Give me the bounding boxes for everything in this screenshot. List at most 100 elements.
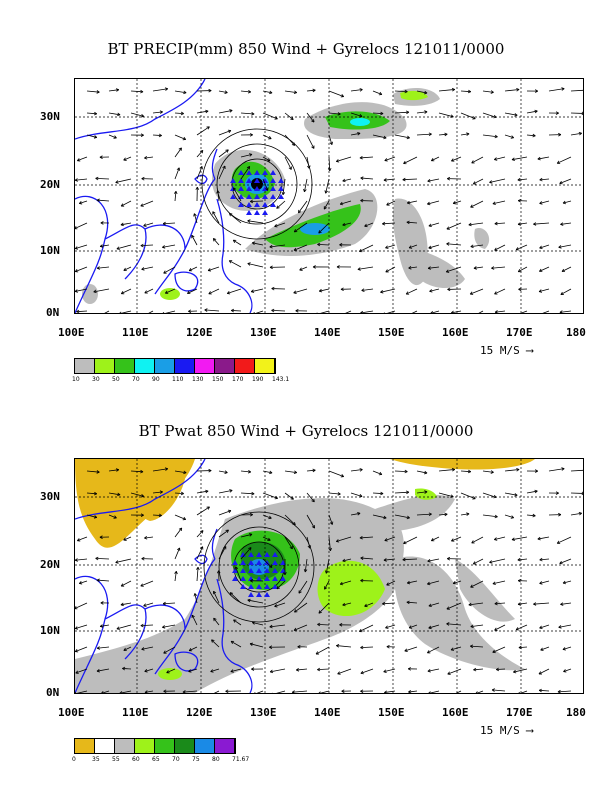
- wind-arrow: [187, 288, 198, 294]
- wind-arrowhead: [360, 310, 364, 313]
- wind-arrow: [557, 156, 572, 164]
- gyre-marker: [270, 178, 276, 183]
- wind-arrow: [75, 266, 88, 272]
- wind-arrowhead: [515, 247, 520, 251]
- wind-arrow: [298, 200, 308, 214]
- wind-arrowhead: [515, 627, 520, 631]
- gyre-marker: [240, 552, 246, 557]
- gyre-marker: [262, 194, 268, 199]
- wind-arrowhead: [141, 267, 145, 271]
- wind-arrow: [336, 645, 352, 648]
- colorbar-label: 60: [132, 756, 140, 763]
- wind-arrowhead: [581, 491, 583, 496]
- wind-arrowhead: [430, 158, 435, 162]
- wind-arrowhead: [581, 111, 583, 116]
- wind-arrowhead: [267, 537, 271, 541]
- wind-arrowhead: [382, 601, 386, 606]
- wind-arrowhead: [182, 516, 187, 521]
- wind-arrowhead: [247, 469, 252, 474]
- wind-arrowhead: [494, 601, 498, 606]
- colorbar-swatch: [135, 739, 155, 753]
- wind-arrow: [130, 90, 144, 93]
- wind-arrowhead: [295, 309, 299, 313]
- colorbar-label: 30: [92, 376, 100, 383]
- wind-arrow: [533, 602, 550, 605]
- gyre-marker: [270, 170, 276, 175]
- wind-arrow: [318, 602, 330, 614]
- wind-arrow: [101, 690, 110, 693]
- wind-arrowhead: [359, 114, 363, 118]
- wind-arrowhead: [159, 490, 163, 494]
- wind-arrow: [494, 222, 506, 225]
- wind-arrowhead: [158, 513, 162, 518]
- wind-arrow: [517, 178, 528, 181]
- wind-arrow: [116, 624, 132, 630]
- wind-arrow: [211, 639, 220, 648]
- wind-arrow: [213, 591, 220, 604]
- wind-arrow: [408, 690, 418, 693]
- wind-arrow: [515, 624, 528, 631]
- wind-arrow: [539, 624, 550, 629]
- wind-arrowhead: [447, 287, 451, 292]
- wind-arrow: [460, 133, 470, 136]
- wind-arrow: [557, 690, 572, 693]
- wind-arrowhead: [340, 94, 345, 98]
- gyre-marker: [230, 178, 236, 183]
- wind-arrowhead: [268, 136, 272, 140]
- wind-arrowhead: [269, 669, 274, 674]
- wind-arrow: [235, 566, 242, 582]
- wind-arrow: [144, 288, 154, 294]
- wind-arrowhead: [75, 226, 78, 230]
- wind-arrow: [431, 156, 440, 162]
- wind-arrow: [504, 89, 520, 92]
- gyre-marker: [246, 178, 252, 183]
- wind-arrow: [196, 506, 210, 516]
- lat-label: 10N: [40, 244, 60, 257]
- gyre-marker: [232, 576, 238, 581]
- wind-arrowhead: [406, 135, 410, 140]
- wind-arrowhead: [359, 248, 363, 253]
- gyre-marker: [262, 178, 268, 183]
- wind-arrowhead: [75, 626, 79, 630]
- wind-arrow: [468, 222, 484, 226]
- wind-arrowhead: [558, 132, 562, 137]
- wind-arrow: [394, 491, 409, 494]
- wind-arrowhead: [162, 311, 165, 313]
- wind-arrow: [350, 132, 361, 136]
- wind-arrowhead: [144, 156, 148, 160]
- wind-arrow: [489, 178, 506, 183]
- wind-arrow: [478, 310, 484, 313]
- wind-arrow: [233, 619, 242, 626]
- wind-arrow: [570, 132, 582, 136]
- wind-arrowhead: [386, 202, 390, 206]
- gyre-marker: [270, 194, 276, 199]
- wind-arrowhead: [223, 546, 227, 550]
- wind-arrowhead: [140, 203, 144, 207]
- wind-arrowhead: [96, 470, 100, 474]
- wind-arrow: [76, 690, 88, 693]
- wind-arrowhead: [516, 467, 520, 472]
- colorbar-label: 10: [72, 376, 80, 383]
- wind-arrow: [210, 668, 220, 673]
- wind-arrowhead: [427, 179, 431, 183]
- panel1-colorbar: [74, 358, 276, 374]
- wind-arrow: [342, 178, 352, 182]
- lon-label: 120E: [186, 326, 213, 339]
- wind-arrow: [416, 133, 432, 136]
- wind-arrow: [453, 580, 462, 584]
- wind-arrowhead: [339, 623, 343, 627]
- wind-arrow: [123, 646, 132, 651]
- wind-arrow: [542, 310, 550, 313]
- wind-arrowhead: [491, 688, 495, 692]
- wind-arrowhead: [120, 222, 124, 227]
- wind-arrowhead: [494, 310, 499, 313]
- wind-arrow: [262, 558, 273, 568]
- wind-arrowhead: [247, 219, 251, 223]
- wind-arrowhead: [492, 581, 496, 585]
- wind-arrowhead: [144, 536, 148, 540]
- wind-arrowhead: [451, 467, 456, 472]
- wind-arrowhead: [532, 133, 536, 138]
- wind-arrow: [438, 492, 454, 498]
- colorbar-swatch: [115, 359, 135, 373]
- lon-label: 160E: [442, 326, 469, 339]
